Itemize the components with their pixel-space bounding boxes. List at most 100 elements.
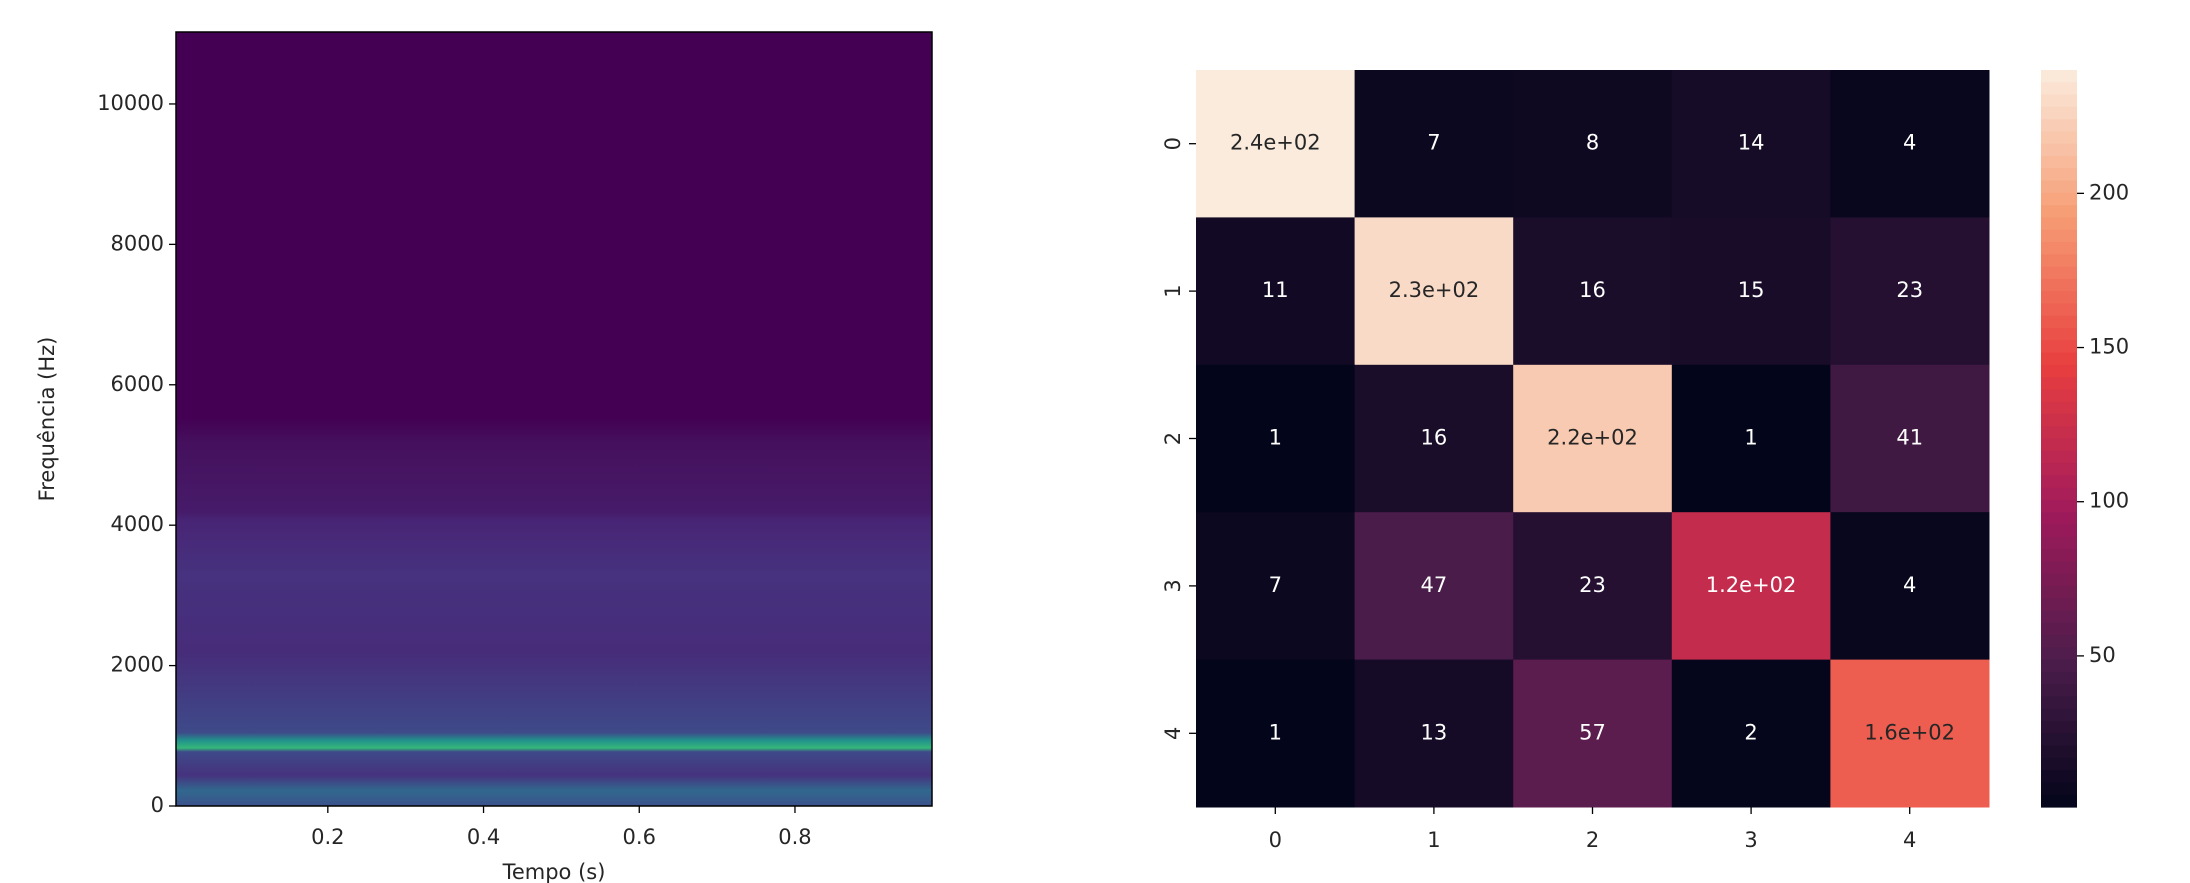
heatmap-cell: [1196, 70, 1356, 218]
colorbar-segment: [2041, 647, 2077, 661]
colorbar-segment: [2041, 82, 2077, 96]
colorbar-segment: [2041, 585, 2077, 599]
colorbar-tick-label: 150: [2089, 335, 2129, 359]
colorbar-segment: [2041, 684, 2077, 698]
colorbar-segment: [2041, 622, 2077, 636]
colorbar-segment: [2041, 217, 2077, 231]
colorbar-segment: [2041, 696, 2077, 710]
colorbar-segment: [2041, 536, 2077, 550]
cell-label: 1.2e+02: [1706, 573, 1797, 597]
colorbar-segment: [2041, 205, 2077, 218]
heatmap-cell: [1671, 512, 1831, 661]
cell-label: 41: [1896, 426, 1923, 450]
cell-label: 23: [1579, 573, 1606, 597]
colorbar-segment: [2041, 364, 2077, 378]
cell-label: 16: [1421, 426, 1448, 450]
colorbar-segment: [2041, 549, 2077, 562]
colorbar-segment: [2041, 499, 2077, 513]
colorbar-segment: [2041, 340, 2077, 354]
heatmap-cell: [1513, 70, 1673, 218]
y-tick-label: 0: [151, 793, 164, 817]
x-tick-label: 3: [1744, 828, 1757, 852]
heatmap-cell: [1671, 364, 1831, 513]
cell-label: 15: [1738, 278, 1765, 302]
x-tick-label: 0: [1269, 828, 1282, 852]
cell-label: 2.4e+02: [1230, 131, 1321, 155]
heatmap-cell: [1513, 512, 1673, 661]
y-tick-label: 2000: [111, 653, 164, 677]
heatmap-cell: [1354, 659, 1514, 808]
colorbar-segment: [2041, 598, 2077, 612]
colorbar-segment: [2041, 254, 2077, 268]
x-tick-label: 0.2: [311, 825, 344, 849]
y-tick-label: 6000: [111, 372, 164, 396]
x-tick-label: 1: [1427, 828, 1440, 852]
colorbar-segment: [2041, 180, 2077, 194]
heatmap-cell: [1830, 70, 1990, 218]
spectrogram-image: [176, 32, 932, 806]
colorbar-segment: [2041, 794, 2077, 808]
colorbar-segment: [2041, 635, 2077, 648]
cell-label: 1: [1744, 426, 1757, 450]
colorbar-segment: [2041, 487, 2077, 501]
colorbar-segment: [2041, 229, 2077, 243]
colorbar-segment: [2041, 70, 2077, 83]
colorbar-segment: [2041, 278, 2077, 292]
colorbar-segment: [2041, 131, 2077, 145]
colorbar-segment: [2041, 143, 2077, 157]
colorbar-segment: [2041, 745, 2077, 759]
colorbar-segment: [2041, 708, 2077, 722]
colorbar-segment: [2041, 524, 2077, 538]
cell-label: 23: [1896, 278, 1923, 302]
cell-label: 4: [1903, 573, 1916, 597]
colorbar-segment: [2041, 291, 2077, 304]
colorbar-segment: [2041, 266, 2077, 280]
cell-label: 8: [1586, 131, 1599, 155]
cell-label: 16: [1579, 278, 1606, 302]
colorbar-segment: [2041, 119, 2077, 133]
colorbar-segment: [2041, 106, 2077, 120]
colorbar-segment: [2041, 757, 2077, 771]
colorbar-tick-label: 200: [2089, 180, 2129, 204]
colorbar-segment: [2041, 303, 2077, 317]
colorbar-tick-label: 100: [2089, 489, 2129, 513]
colorbar-segment: [2041, 782, 2077, 796]
cell-label: 7: [1427, 131, 1440, 155]
colorbar-segment: [2041, 721, 2077, 734]
colorbar-tick-label: 50: [2089, 643, 2116, 667]
y-tick-label: 8000: [111, 231, 164, 255]
y-tick-label: 2: [1161, 432, 1185, 445]
cell-label: 57: [1579, 720, 1606, 744]
heatmap-cell: [1513, 217, 1673, 366]
cell-label: 2: [1744, 720, 1757, 744]
colorbar-segment: [2041, 315, 2077, 329]
colorbar-segment: [2041, 671, 2077, 685]
heatmap-cell: [1354, 512, 1514, 661]
colorbar-segment: [2041, 413, 2077, 427]
colorbar-segment: [2041, 352, 2077, 366]
cell-label: 1: [1269, 720, 1282, 744]
colorbar-segment: [2041, 512, 2077, 526]
cell-label: 4: [1903, 131, 1916, 155]
colorbar-segment: [2041, 377, 2077, 390]
colorbar-segment: [2041, 438, 2077, 452]
x-tick-label: 2: [1586, 828, 1599, 852]
cell-label: 13: [1421, 720, 1448, 744]
colorbar-segment: [2041, 770, 2077, 784]
colorbar-segment: [2041, 192, 2077, 206]
spectrogram-axes: [175, 31, 933, 807]
colorbar-segment: [2041, 610, 2077, 624]
colorbar-segment: [2041, 733, 2077, 747]
y-tick-label: 4000: [111, 512, 164, 536]
cell-label: 1: [1269, 426, 1282, 450]
y-tick-label: 10000: [97, 91, 164, 115]
heatmap-cell: [1830, 512, 1990, 661]
cell-label: 14: [1738, 131, 1765, 155]
y-tick-label: 1: [1161, 284, 1185, 297]
heatmap-cell: [1830, 364, 1990, 513]
heatmap-cell: [1196, 659, 1356, 808]
heatmap-cell: [1354, 364, 1514, 513]
y-tick-label: 0: [1161, 137, 1185, 150]
colorbar-segment: [2041, 168, 2077, 182]
